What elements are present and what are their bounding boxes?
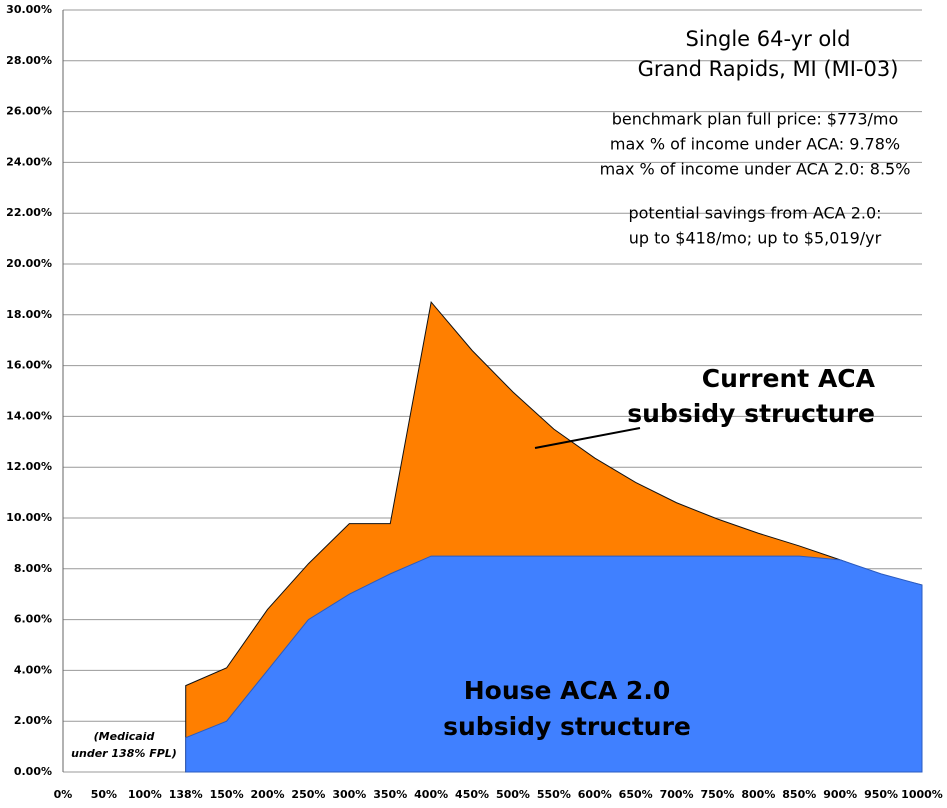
- x-tick-label: 400%: [414, 788, 448, 801]
- x-tick-label: 200%: [251, 788, 285, 801]
- annotation: subsidy structure: [627, 399, 875, 428]
- y-tick-label: 18.00%: [6, 308, 52, 321]
- y-tick-label: 14.00%: [6, 409, 52, 422]
- y-tick-label: 20.00%: [6, 257, 52, 270]
- y-tick-label: 30.00%: [6, 3, 52, 16]
- x-tick-label: 350%: [373, 788, 407, 801]
- x-tick-label: 850%: [782, 788, 816, 801]
- annotation: under 138% FPL): [71, 747, 177, 760]
- x-tick-label: 0%: [54, 788, 73, 801]
- y-tick-label: 12.00%: [6, 460, 52, 473]
- x-tick-label: 500%: [496, 788, 530, 801]
- x-tick-label: 700%: [660, 788, 694, 801]
- chart-title: Grand Rapids, MI (MI-03): [638, 57, 899, 81]
- y-tick-label: 10.00%: [6, 511, 52, 524]
- x-tick-label: 150%: [210, 788, 244, 801]
- x-tick-label: 750%: [700, 788, 734, 801]
- x-tick-label: 138%: [169, 788, 203, 801]
- chart-title: Single 64-yr old: [686, 27, 851, 51]
- y-tick-label: 16.00%: [6, 359, 52, 372]
- x-tick-label: 250%: [291, 788, 325, 801]
- x-tick-label: 900%: [823, 788, 857, 801]
- annotation: Current ACA: [702, 364, 876, 393]
- x-tick-label: 600%: [578, 788, 612, 801]
- annotation: (Medicaid: [94, 730, 155, 743]
- y-tick-label: 4.00%: [14, 663, 52, 676]
- x-tick-label: 100%: [128, 788, 162, 801]
- y-tick-label: 8.00%: [14, 562, 52, 575]
- y-tick-label: 0.00%: [14, 765, 52, 778]
- annotation: max % of income under ACA 2.0: 8.5%: [600, 160, 911, 179]
- y-tick-label: 2.00%: [14, 714, 52, 727]
- x-tick-label: 800%: [741, 788, 775, 801]
- area: [185, 555, 923, 773]
- x-tick-label: 450%: [455, 788, 489, 801]
- x-tick-label: 1000%: [901, 788, 943, 801]
- y-tick-label: 26.00%: [6, 105, 52, 118]
- x-tick-label: 950%: [864, 788, 898, 801]
- y-tick-label: 24.00%: [6, 155, 52, 168]
- y-tick-label: 6.00%: [14, 613, 52, 626]
- annotation: benchmark plan full price: $773/mo: [612, 110, 899, 129]
- x-tick-label: 50%: [91, 788, 117, 801]
- x-tick-label: 300%: [332, 788, 366, 801]
- x-tick-label: 550%: [537, 788, 571, 801]
- annotation: House ACA 2.0: [464, 676, 670, 705]
- pointer: [534, 427, 641, 449]
- y-tick-label: 22.00%: [6, 206, 52, 219]
- annotation: up to $418/mo; up to $5,019/yr: [629, 229, 882, 248]
- annotation: potential savings from ACA 2.0:: [628, 204, 881, 223]
- annotation: subsidy structure: [443, 712, 691, 741]
- y-tick-label: 28.00%: [6, 54, 52, 67]
- annotation: max % of income under ACA: 9.78%: [610, 135, 900, 154]
- x-tick-label: 650%: [619, 788, 653, 801]
